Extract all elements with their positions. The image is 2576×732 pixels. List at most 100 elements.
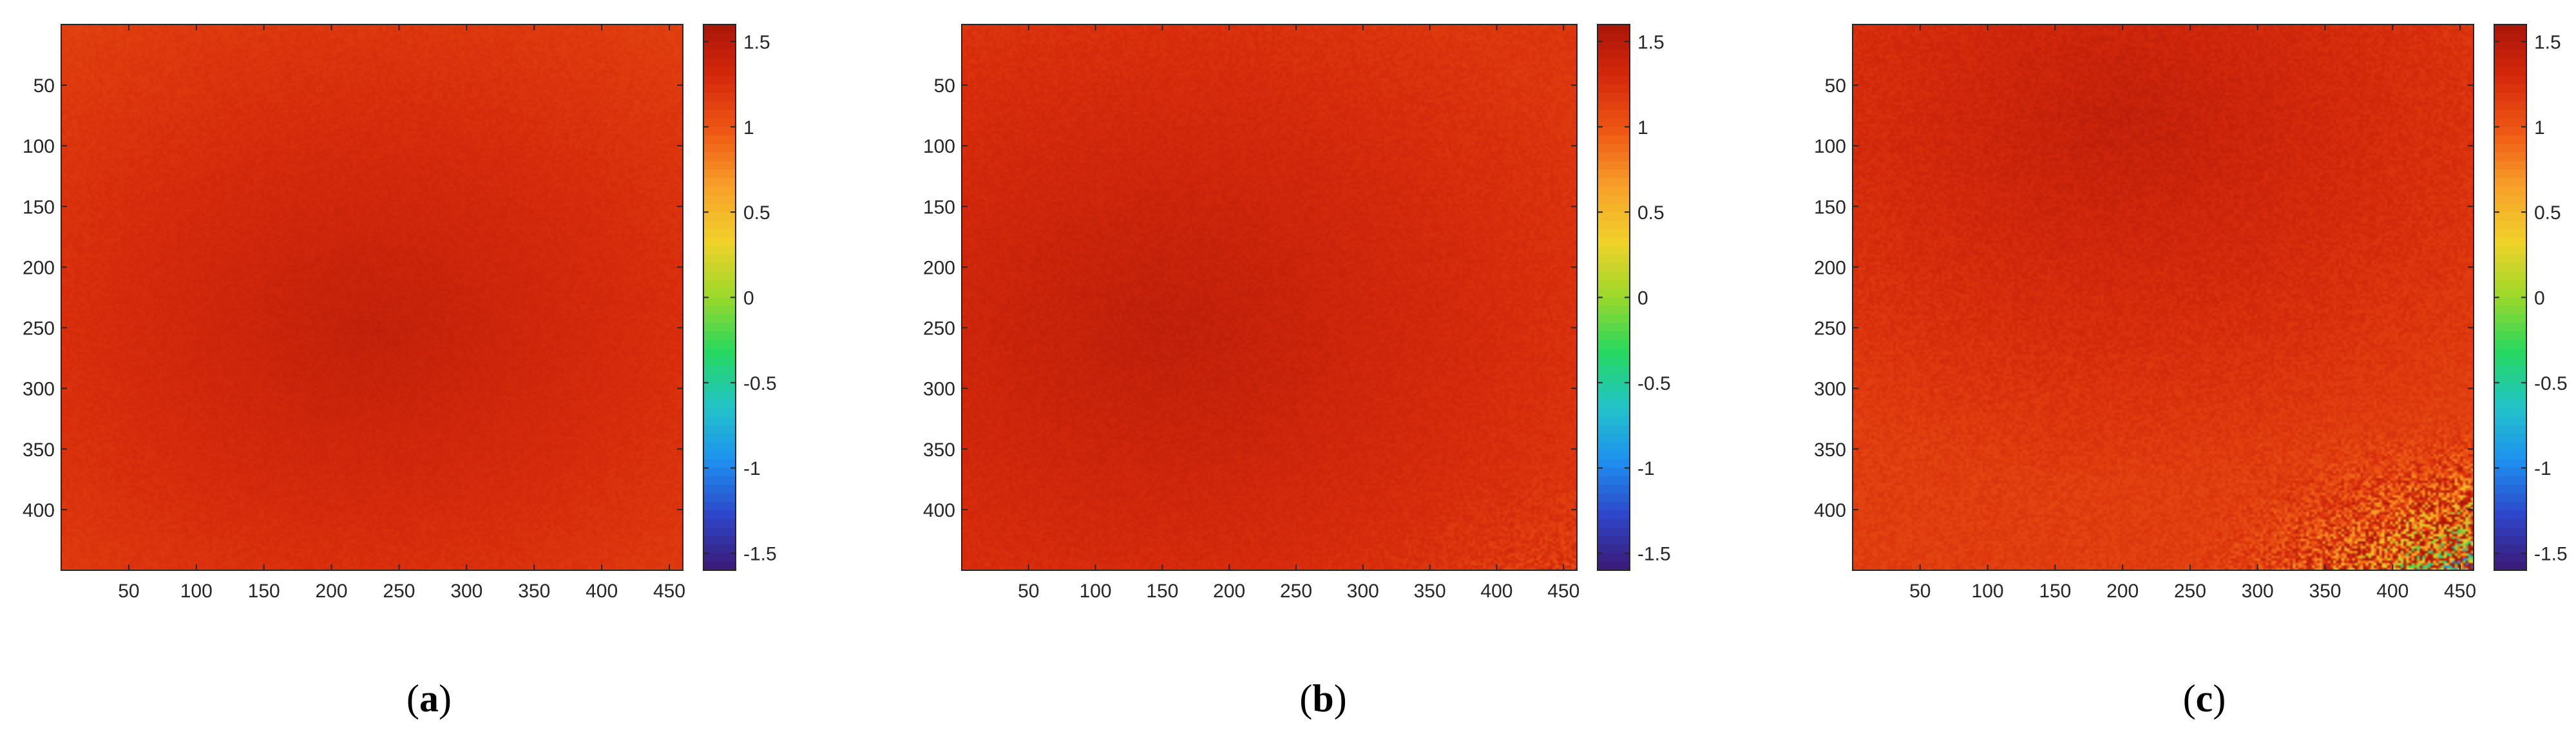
colorbar-segment — [2494, 365, 2526, 375]
colorbar-segment — [2494, 152, 2526, 162]
colorbar-segment — [703, 229, 736, 238]
heatmap-image — [61, 24, 683, 570]
x-tick-label: 450 — [2444, 581, 2476, 602]
colorbar-segment — [703, 459, 736, 468]
colorbar-segment — [2494, 271, 2526, 281]
colorbar-segment — [1598, 468, 1630, 477]
colorbar-segment — [2494, 67, 2526, 77]
x-tick-label: 100 — [180, 581, 213, 602]
colorbar-segment — [1598, 450, 1630, 460]
colorbar-segment — [703, 195, 736, 204]
colorbar-segment — [703, 323, 736, 332]
colorbar-segment — [2494, 84, 2526, 93]
colorbar-segment — [2494, 289, 2526, 298]
y-tick-label: 300 — [23, 379, 55, 400]
panel-label-b: (b) — [1299, 677, 1346, 720]
colorbar-segment — [2494, 400, 2526, 409]
colorbar-segment — [1598, 220, 1630, 230]
colorbar-segment — [1598, 305, 1630, 315]
colorbar-segment — [703, 289, 736, 298]
colorbar-segment — [2494, 374, 2526, 383]
colorbar-segment — [1598, 442, 1630, 452]
colorbar-segment — [703, 186, 736, 196]
colorbar-segment — [2494, 544, 2526, 554]
x-tick-label: 350 — [1414, 581, 1446, 602]
colorbar-segment — [1598, 255, 1630, 264]
colorbar-segment — [703, 50, 736, 59]
colorbar-segment — [703, 365, 736, 375]
y-tick-label: 350 — [23, 439, 55, 461]
colorbar-segment — [2494, 382, 2526, 392]
colorbar-segment — [1598, 110, 1630, 119]
colorbar-segment — [1598, 536, 1630, 546]
heatmap-panel-c: 50 100 150 200 250 300 350 400 450 50 100 150 200 250… — [1814, 24, 2568, 602]
x-tick-label: 300 — [450, 581, 482, 602]
colorbar-segment — [2494, 246, 2526, 256]
colorbar-segment — [703, 476, 736, 486]
y-tick-label: 300 — [923, 379, 955, 400]
y-tick-label: 400 — [1814, 500, 1846, 521]
colorbar-segment — [2494, 110, 2526, 119]
colorbar-segment — [1598, 323, 1630, 332]
x-tick-label: 300 — [2242, 581, 2274, 602]
colorbar-segment — [703, 527, 736, 537]
colorbar-segment — [1598, 493, 1630, 503]
colorbar-segment — [703, 510, 736, 520]
colorbar-segment — [703, 41, 736, 51]
x-tick-label: 450 — [653, 581, 685, 602]
colorbar-segment — [2494, 212, 2526, 222]
colorbar-segment — [2494, 340, 2526, 349]
colorbar-tick-label: 0 — [1637, 288, 1648, 309]
colorbar-segment — [703, 67, 736, 77]
colorbar-tick-label: 1.5 — [1637, 32, 1665, 53]
y-tick-label: 250 — [1814, 318, 1846, 340]
colorbar-segment — [1598, 510, 1630, 520]
colorbar-segment — [2494, 502, 2526, 512]
colorbar-tick-label: 0 — [743, 288, 754, 309]
colorbar-segment — [703, 101, 736, 111]
colorbar-segment — [1598, 271, 1630, 281]
y-tick-label: 350 — [1814, 439, 1846, 461]
colorbar-segment — [1598, 434, 1630, 443]
colorbar-segment — [2494, 280, 2526, 290]
colorbar-segment — [703, 255, 736, 264]
colorbar-segment — [1598, 280, 1630, 290]
colorbar-segment — [2494, 24, 2526, 34]
colorbar-segment — [2494, 135, 2526, 145]
colorbar-tick-label: -1 — [1637, 458, 1655, 479]
colorbar-segment — [2494, 561, 2526, 571]
colorbar-segment — [1598, 289, 1630, 298]
colorbar-segment — [703, 237, 736, 247]
panel-label-c: (c) — [2183, 677, 2226, 720]
colorbar-segment — [1598, 33, 1630, 43]
colorbar-segment — [1598, 50, 1630, 59]
x-tick-label: 400 — [2376, 581, 2409, 602]
colorbar-segment — [703, 58, 736, 68]
colorbar-segment — [1598, 203, 1630, 213]
heatmap-image — [962, 24, 1577, 570]
colorbar-segment — [1598, 41, 1630, 51]
y-tick-label: 150 — [23, 197, 55, 218]
colorbar-segment — [703, 152, 736, 162]
colorbar-segment — [2494, 237, 2526, 247]
colorbar-segment — [1598, 246, 1630, 256]
colorbar-segment — [703, 357, 736, 367]
colorbar-segment — [1598, 92, 1630, 102]
x-tick-label: 150 — [248, 581, 280, 602]
colorbar-segment — [703, 493, 736, 503]
colorbar-tick-label: 0 — [2534, 288, 2545, 309]
colorbar-tick-label: -1 — [2534, 458, 2552, 479]
colorbar-segment — [1598, 75, 1630, 85]
colorbar-segment — [703, 400, 736, 409]
x-tick-label: 200 — [2106, 581, 2139, 602]
colorbar-segment — [703, 416, 736, 426]
x-tick-label: 150 — [2039, 581, 2071, 602]
y-tick-label: 400 — [923, 500, 955, 521]
colorbar-segment — [703, 340, 736, 349]
y-tick-label: 250 — [923, 318, 955, 340]
panel-label-a: (a) — [406, 677, 452, 720]
colorbar-segment — [1598, 416, 1630, 426]
axes-box — [61, 24, 683, 571]
axes-box — [1852, 24, 2474, 571]
colorbar-segment — [703, 212, 736, 222]
